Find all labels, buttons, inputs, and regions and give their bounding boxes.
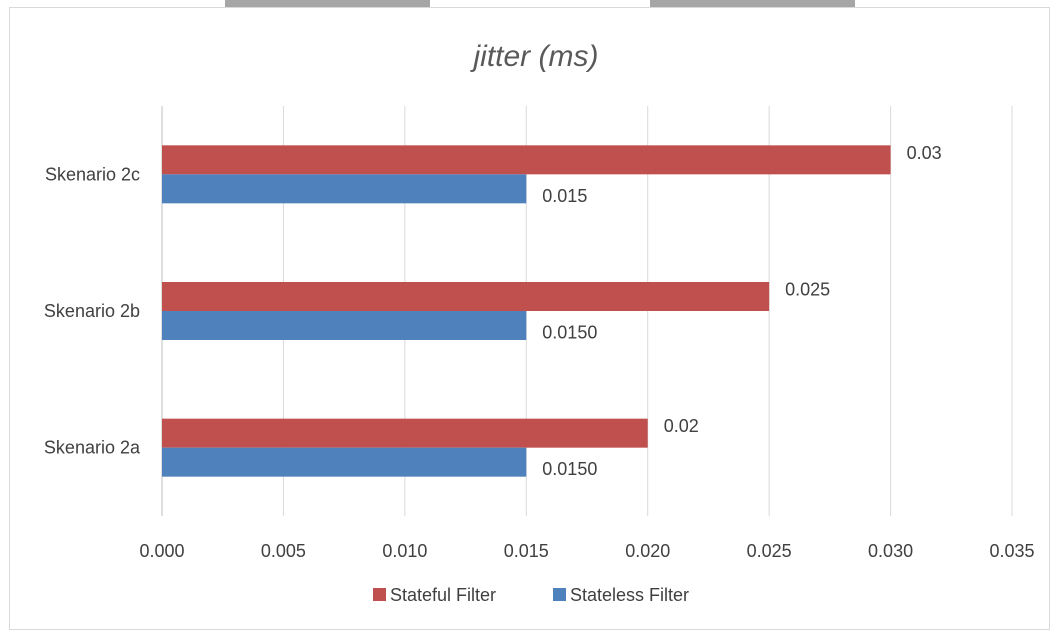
bar-stateful-filter (162, 145, 891, 175)
chart-title: jitter (ms) (470, 40, 599, 73)
x-tick-label: 0.000 (139, 541, 184, 561)
bar-stateful-filter (162, 418, 648, 448)
legend-label: Stateful Filter (390, 585, 496, 605)
window-tab-left (225, 0, 430, 10)
x-tick-label: 0.010 (382, 541, 427, 561)
legend-swatch (373, 588, 386, 601)
bar-stateless-filter (162, 447, 527, 477)
data-label: 0.025 (785, 280, 830, 300)
category-labels: Skenario 2a Skenario 2b Skenario 2c (44, 164, 141, 457)
legend-label: Stateless Filter (570, 585, 689, 605)
x-tick-label: 0.030 (868, 541, 913, 561)
bars (162, 145, 891, 477)
x-tick-label: 0.035 (989, 541, 1034, 561)
x-tick-label: 0.015 (504, 541, 549, 561)
bar-stateful-filter (162, 282, 770, 311)
x-tick-label: 0.020 (625, 541, 670, 561)
x-tick-labels: 0.000 0.005 0.010 0.015 0.020 0.025 0.030 0.035 (139, 541, 1034, 561)
bar-stateless-filter (162, 174, 527, 204)
data-label: 0.0150 (542, 459, 597, 479)
bar-stateless-filter (162, 311, 527, 340)
data-label: 0.0150 (542, 323, 597, 343)
category-label: Skenario 2a (44, 438, 141, 458)
category-label: Skenario 2c (45, 164, 140, 184)
data-labels: 0.02 0.0150 0.025 0.0150 0.03 0.015 (542, 143, 941, 479)
x-tick-label: 0.005 (261, 541, 306, 561)
data-label: 0.03 (907, 143, 942, 163)
window-tab-right (650, 0, 855, 10)
x-tick-label: 0.025 (747, 541, 792, 561)
category-label: Skenario 2b (44, 301, 140, 321)
data-label: 0.015 (542, 186, 587, 206)
legend: Stateful Filter Stateless Filter (373, 585, 689, 605)
data-label: 0.02 (664, 416, 699, 436)
legend-swatch (553, 588, 566, 601)
